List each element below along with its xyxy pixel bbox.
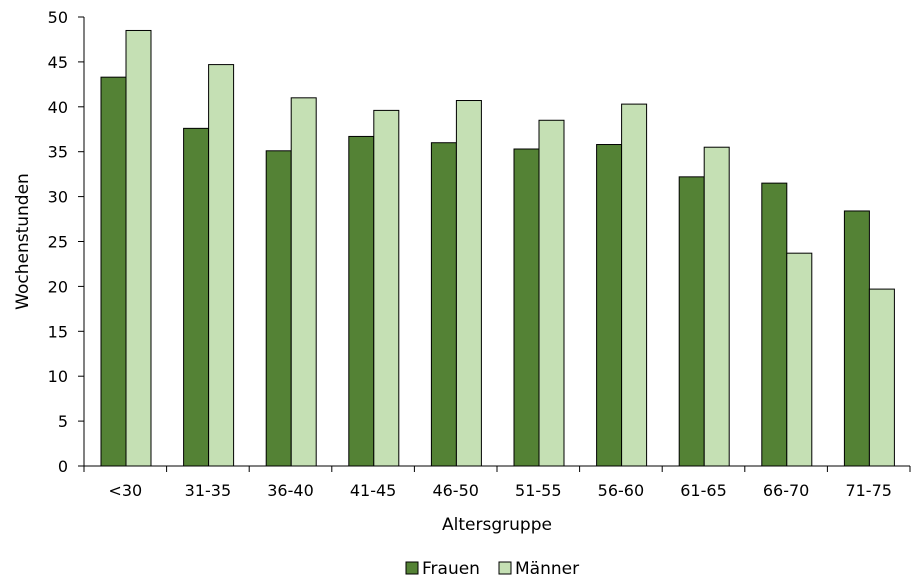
y-tick-label: 5: [58, 412, 68, 431]
bar-männer-8: [786, 252, 813, 467]
y-tick-label: 25: [48, 233, 68, 252]
x-tick-label: 51-55: [515, 481, 562, 500]
bar-männer-9: [868, 288, 895, 467]
bar-frauen-4: [430, 142, 457, 467]
bar-männer-4: [455, 100, 482, 467]
legend: Frauen Männer: [405, 559, 579, 579]
bar-frauen-2: [265, 150, 292, 467]
bar-männer-1: [208, 64, 235, 467]
x-tick-label: <30: [108, 481, 142, 500]
bar-frauen-8: [761, 182, 788, 467]
y-axis-ticks: 0 5 10 15 20 25 30 35 40 45 50: [48, 8, 84, 476]
y-tick-label: 0: [58, 457, 68, 476]
bar-frauen-5: [513, 148, 540, 467]
y-tick-label: 35: [48, 143, 68, 162]
y-tick-label: 10: [48, 367, 68, 386]
x-tick-label: 56-60: [598, 481, 645, 500]
y-tick-label: 15: [48, 322, 68, 341]
bar-männer-0: [125, 29, 152, 467]
bar-männer-3: [373, 109, 400, 467]
bar-frauen-3: [348, 135, 375, 467]
x-axis-ticks: <30 31-35 36-40 41-45 46-50 51-55 56-60 61-65 66…: [83, 466, 911, 500]
bar-männer-5: [538, 119, 565, 467]
y-tick-label: 45: [48, 53, 68, 72]
legend-swatch-maenner: [498, 561, 512, 575]
bar-männer-7: [703, 146, 730, 467]
x-tick-label: 36-40: [267, 481, 314, 500]
x-tick-label: 46-50: [432, 481, 479, 500]
bar-männer-2: [290, 97, 317, 467]
bars-group: [100, 29, 895, 467]
bar-männer-6: [621, 103, 648, 467]
legend-label-maenner: Männer: [515, 559, 579, 579]
x-tick-label: 71-75: [845, 481, 892, 500]
y-tick-label: 30: [48, 188, 68, 207]
bar-frauen-9: [843, 210, 870, 467]
bar-frauen-0: [100, 76, 127, 467]
x-tick-label: 41-45: [350, 481, 397, 500]
bar-frauen-6: [596, 144, 623, 467]
y-tick-label: 50: [48, 8, 68, 27]
bar-frauen-1: [183, 127, 210, 467]
x-tick-label: 31-35: [185, 481, 232, 500]
bar-frauen-7: [678, 176, 705, 467]
x-tick-label: 66-70: [763, 481, 810, 500]
y-tick-label: 20: [48, 277, 68, 296]
legend-label-frauen: Frauen: [422, 559, 480, 579]
x-axis-title: Altersgruppe: [442, 515, 552, 535]
legend-swatch-frauen: [405, 561, 419, 575]
y-axis-title: Wochenstunden: [13, 173, 33, 310]
y-tick-label: 40: [48, 98, 68, 117]
x-tick-label: 61-65: [680, 481, 727, 500]
